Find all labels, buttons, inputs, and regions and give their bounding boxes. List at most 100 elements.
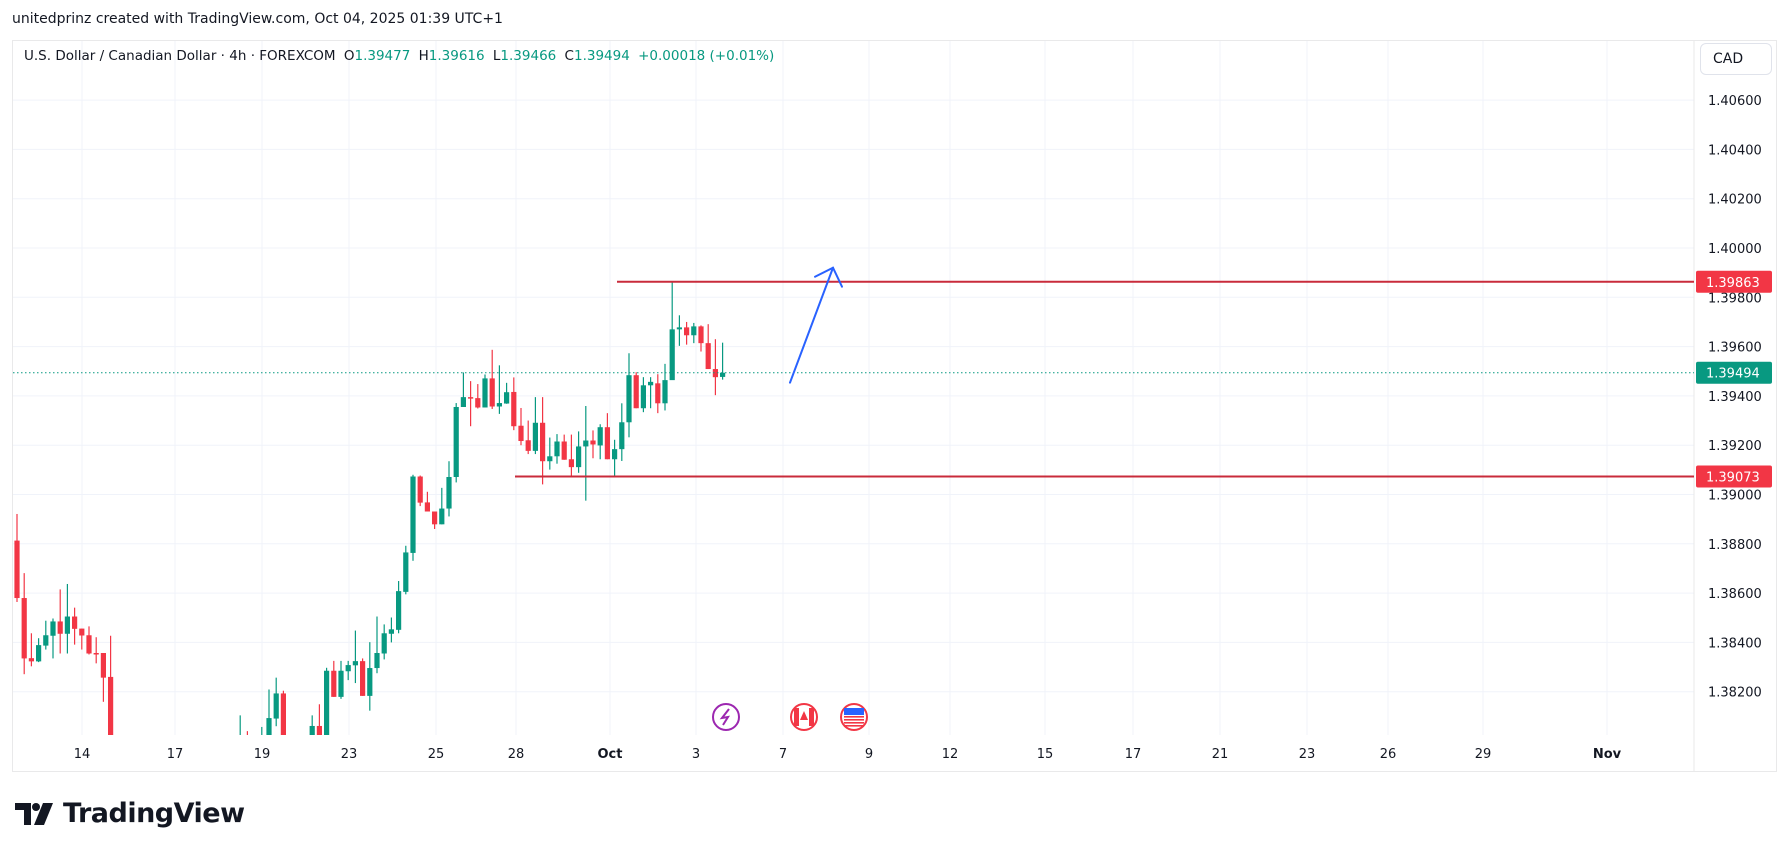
candle[interactable]	[518, 407, 524, 446]
usa-flag-icon[interactable]	[840, 703, 868, 731]
candle[interactable]	[72, 607, 78, 645]
candle[interactable]	[360, 658, 366, 696]
candle[interactable]	[691, 322, 697, 344]
candle[interactable]	[100, 652, 106, 702]
candle[interactable]	[705, 324, 711, 370]
candle[interactable]	[648, 377, 654, 409]
candle[interactable]	[511, 377, 517, 431]
candle[interactable]	[446, 461, 452, 517]
candle[interactable]	[532, 397, 538, 455]
candle[interactable]	[453, 403, 459, 483]
candle[interactable]	[64, 583, 70, 654]
candle[interactable]	[36, 638, 42, 663]
drawings	[13, 266, 1694, 478]
candle-body	[712, 369, 718, 378]
candle[interactable]	[676, 315, 682, 346]
candle[interactable]	[698, 325, 704, 352]
symbol-title[interactable]: U.S. Dollar / Canadian Dollar · 4h · FOR…	[24, 48, 336, 64]
candle[interactable]	[21, 573, 27, 675]
candle[interactable]	[439, 487, 445, 525]
candle[interactable]	[633, 372, 639, 409]
candle[interactable]	[374, 616, 380, 674]
candle[interactable]	[525, 420, 531, 455]
candle[interactable]	[93, 637, 99, 664]
price-axis[interactable]: 1.40600 1.40400 1.40200 1.40000 1.39800 1.396…	[1696, 94, 1772, 701]
time-tick-label: 7	[779, 747, 787, 762]
candle[interactable]	[655, 374, 661, 414]
candle-body	[532, 422, 538, 451]
candle[interactable]	[266, 689, 272, 745]
candle[interactable]	[108, 635, 114, 766]
candle[interactable]	[612, 439, 618, 477]
candle[interactable]	[238, 715, 243, 765]
candle[interactable]	[432, 511, 438, 530]
candle[interactable]	[460, 372, 466, 407]
candle[interactable]	[79, 628, 85, 650]
candle[interactable]	[396, 581, 402, 634]
tradingview-logo[interactable]: TradingView	[15, 798, 245, 829]
candle[interactable]	[489, 349, 495, 409]
current-price-tag-label: 1.39494	[1706, 367, 1760, 382]
price-tick-label: 1.38400	[1708, 636, 1762, 651]
candle[interactable]	[583, 406, 589, 501]
candle[interactable]	[475, 384, 481, 409]
price-tick-label: 1.40200	[1708, 193, 1762, 208]
currency-button[interactable]: CAD	[1700, 43, 1772, 75]
candle[interactable]	[626, 353, 632, 438]
candle[interactable]	[417, 475, 423, 507]
candle[interactable]	[381, 624, 387, 660]
candle[interactable]	[403, 545, 409, 595]
trend-arrow[interactable]	[789, 266, 843, 384]
candle[interactable]	[28, 633, 34, 667]
candle[interactable]	[245, 731, 250, 766]
candle[interactable]	[352, 630, 358, 684]
candle-body	[309, 725, 315, 735]
candle[interactable]	[331, 660, 337, 697]
candle[interactable]	[338, 660, 344, 699]
candle[interactable]	[597, 424, 603, 460]
candle[interactable]	[604, 413, 610, 460]
candle[interactable]	[576, 431, 582, 473]
candle[interactable]	[712, 339, 718, 396]
candle[interactable]	[568, 434, 574, 477]
candle[interactable]	[720, 342, 726, 380]
candle[interactable]	[662, 363, 668, 411]
candle[interactable]	[482, 374, 488, 408]
candle[interactable]	[259, 726, 264, 766]
arrow-shaft	[789, 266, 834, 384]
candle[interactable]	[367, 642, 373, 711]
candle[interactable]	[50, 618, 56, 659]
candle[interactable]	[684, 321, 690, 345]
candle[interactable]	[496, 365, 502, 414]
candle[interactable]	[43, 620, 49, 650]
candle[interactable]	[14, 513, 20, 602]
candle[interactable]	[554, 434, 560, 464]
candle-body	[720, 372, 726, 377]
lightning-icon[interactable]	[712, 703, 740, 731]
candle[interactable]	[561, 434, 567, 460]
candle[interactable]	[640, 377, 646, 413]
candle[interactable]	[540, 397, 546, 485]
candle-body	[547, 456, 553, 462]
candle[interactable]	[324, 667, 330, 744]
time-axis[interactable]: 141719232528Oct37912151721232629Nov5	[74, 742, 1775, 767]
candle[interactable]	[424, 491, 430, 512]
candle[interactable]	[86, 626, 92, 655]
candle[interactable]	[345, 660, 351, 681]
candle[interactable]	[669, 282, 675, 381]
candle[interactable]	[410, 474, 416, 561]
candle[interactable]	[273, 677, 279, 727]
candle[interactable]	[309, 715, 315, 743]
candle[interactable]	[316, 704, 322, 746]
candle[interactable]	[57, 589, 63, 654]
candle[interactable]	[388, 617, 394, 643]
candle[interactable]	[547, 437, 553, 470]
candle[interactable]	[590, 430, 596, 459]
candle[interactable]	[504, 382, 510, 404]
candle[interactable]	[468, 381, 474, 427]
candle[interactable]	[280, 690, 286, 754]
arrow-head-icon	[814, 266, 843, 288]
canada-flag-icon[interactable]	[790, 703, 818, 731]
candle[interactable]	[619, 403, 625, 461]
